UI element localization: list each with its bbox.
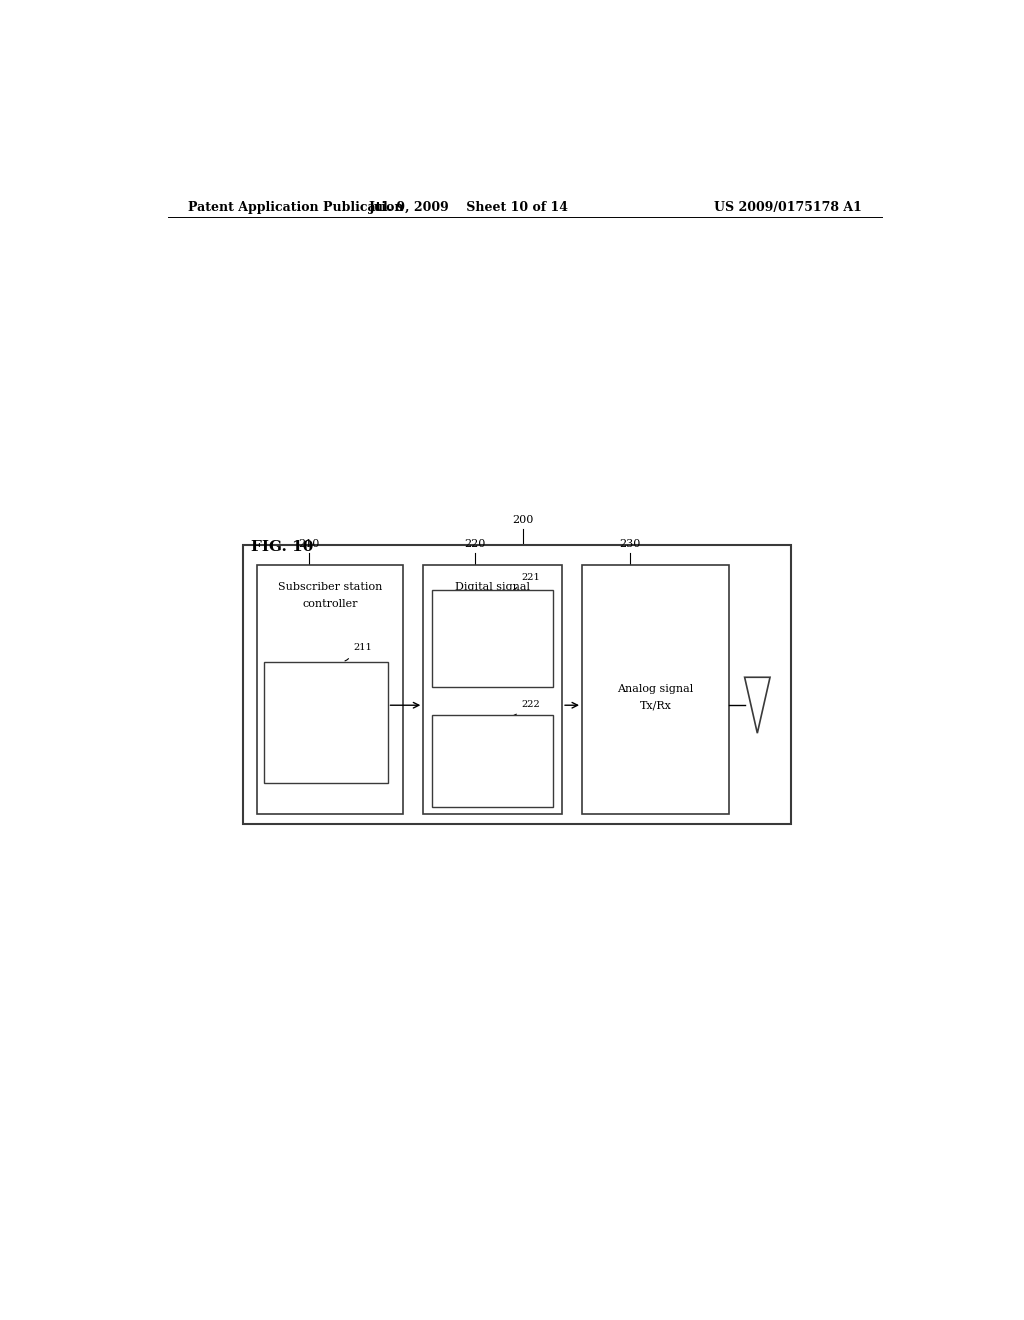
Bar bbox=[432, 590, 553, 686]
Polygon shape bbox=[744, 677, 770, 733]
Text: Digital signal: Digital signal bbox=[455, 582, 530, 593]
Text: Subscriber station: Subscriber station bbox=[278, 582, 382, 593]
Text: Rx: Rx bbox=[485, 758, 500, 768]
Text: Analog signal: Analog signal bbox=[617, 684, 693, 694]
Text: 230: 230 bbox=[618, 539, 640, 549]
Text: Tx/Rx: Tx/Rx bbox=[639, 700, 672, 710]
Text: reporter: reporter bbox=[302, 735, 349, 744]
Text: 220: 220 bbox=[464, 539, 485, 549]
Text: Tx/Rx: Tx/Rx bbox=[477, 598, 509, 609]
Bar bbox=[582, 565, 729, 814]
Bar bbox=[423, 565, 562, 814]
Bar bbox=[432, 715, 553, 807]
Text: Patent Application Publication: Patent Application Publication bbox=[187, 201, 403, 214]
Bar bbox=[257, 565, 403, 814]
Bar bbox=[243, 545, 791, 824]
Bar bbox=[264, 661, 387, 784]
Text: Channel quality: Channel quality bbox=[282, 718, 371, 729]
Text: FIG. 10: FIG. 10 bbox=[251, 540, 313, 553]
Text: 200: 200 bbox=[513, 515, 534, 525]
Text: 221: 221 bbox=[521, 573, 541, 582]
Text: 222: 222 bbox=[521, 701, 541, 709]
Text: US 2009/0175178 A1: US 2009/0175178 A1 bbox=[714, 201, 862, 214]
Text: Jul. 9, 2009    Sheet 10 of 14: Jul. 9, 2009 Sheet 10 of 14 bbox=[370, 201, 569, 214]
Text: Tx: Tx bbox=[485, 634, 500, 644]
Text: 211: 211 bbox=[353, 643, 372, 652]
Text: controller: controller bbox=[302, 598, 357, 609]
Text: 210: 210 bbox=[298, 539, 319, 549]
